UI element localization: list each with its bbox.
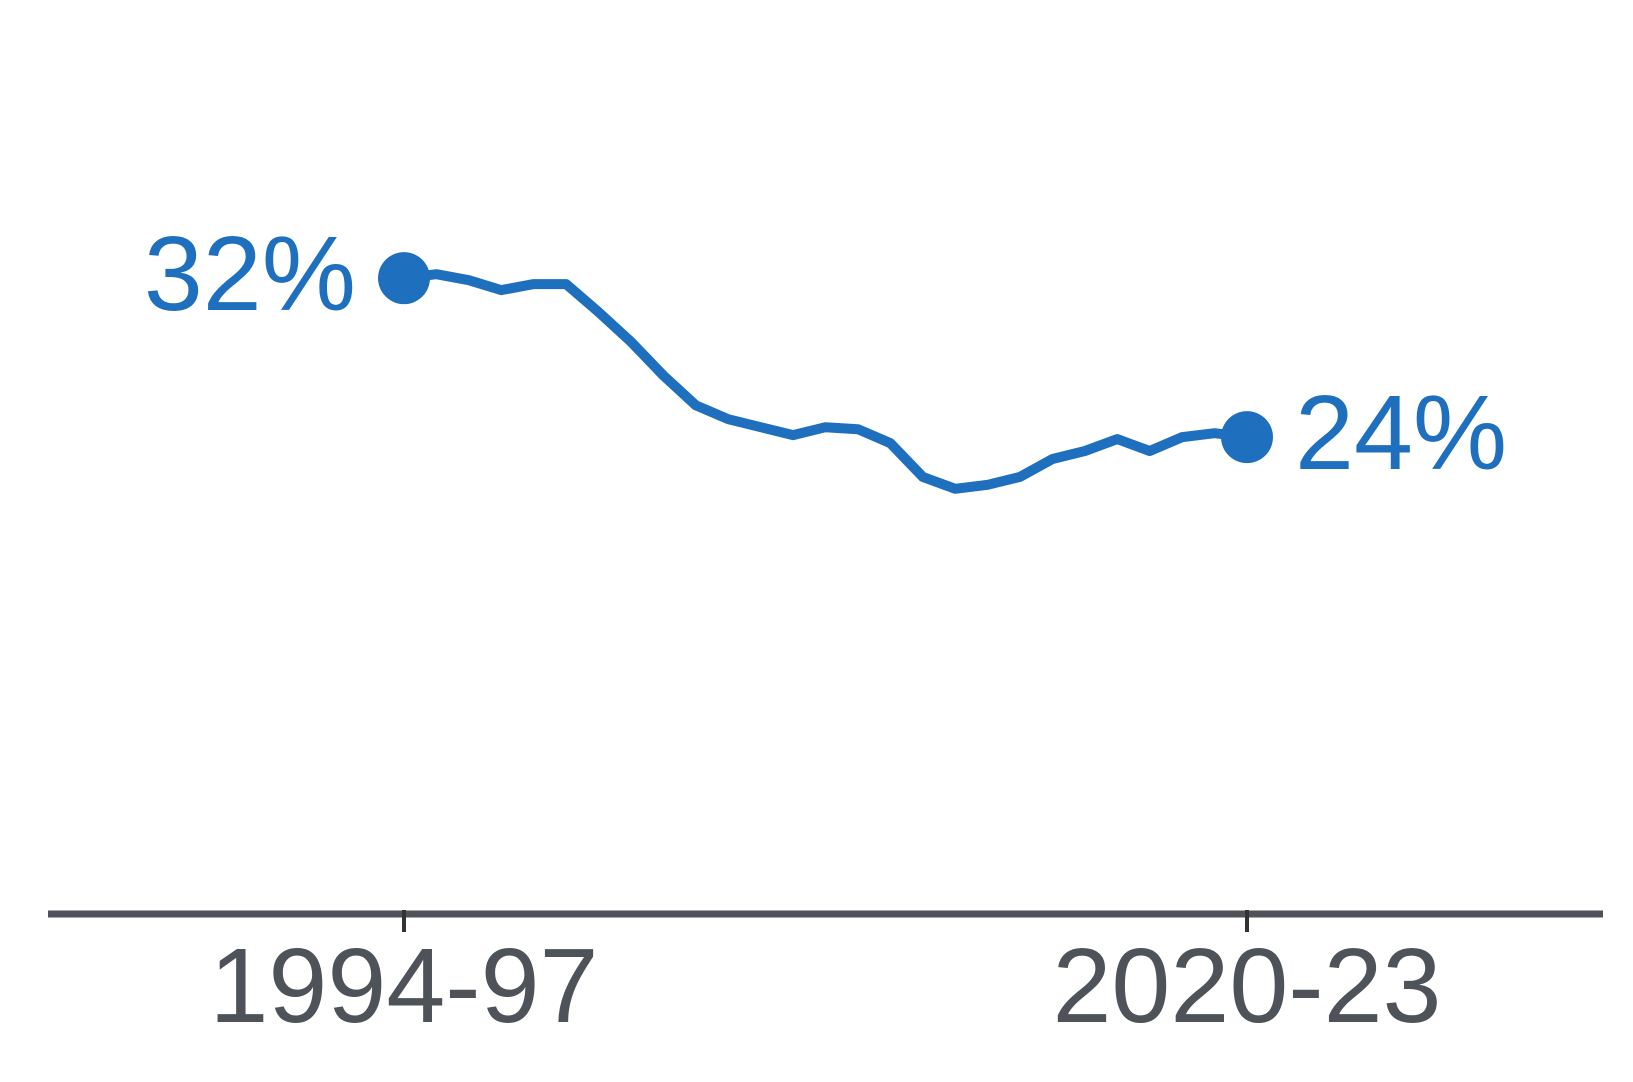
end-value-label: 24% (1295, 374, 1507, 492)
start-point-marker (378, 252, 430, 305)
x-tick-label-2: 2020-23 (1052, 927, 1441, 1045)
end-point-marker (1221, 411, 1273, 464)
start-value-label: 32% (144, 215, 356, 333)
x-tick-label-1: 1994-97 (209, 927, 598, 1045)
series-line (399, 269, 1252, 494)
x-axis-ticks: 1994-97 2020-23 (209, 910, 1442, 1045)
